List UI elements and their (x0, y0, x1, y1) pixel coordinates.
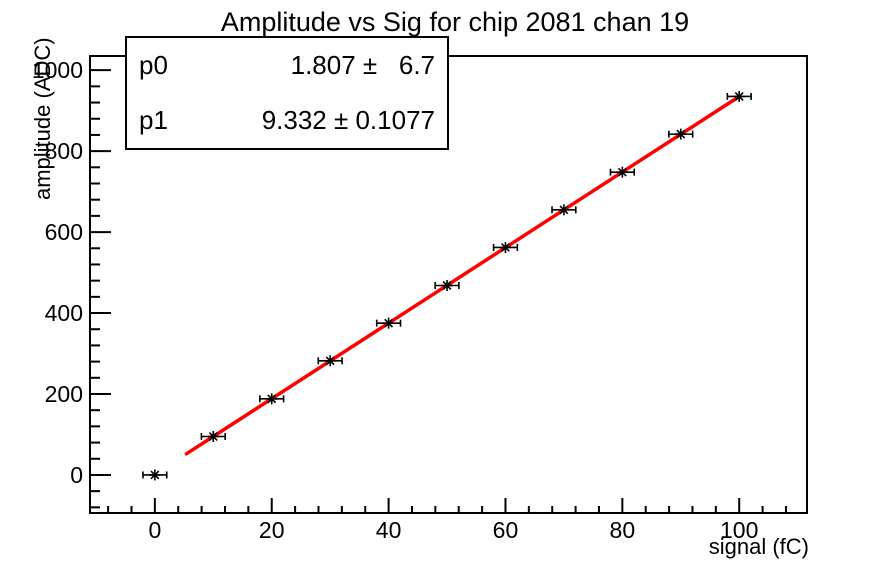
asterisk-diagonal-2 (325, 356, 335, 366)
x-tick-label: 20 (259, 517, 285, 543)
y-tick-label: 600 (45, 219, 83, 245)
stats-row-p1: p1 9.332 ± 0.1077 (127, 93, 447, 148)
asterisk-diagonal-2 (150, 470, 160, 480)
x-tick-label: 40 (376, 517, 402, 543)
data-point-marker (317, 355, 343, 367)
data-point-marker (142, 469, 168, 481)
asterisk-diagonal-2 (384, 318, 394, 328)
asterisk-diagonal-2 (676, 129, 686, 139)
stats-p1-value: 9.332 ± 0.1077 (261, 105, 435, 135)
asterisk-diagonal-2 (559, 205, 569, 215)
stats-row-p0: p0 1.807 ± 6.7 (127, 38, 447, 93)
data-points (142, 90, 752, 481)
asterisk-diagonal-2 (734, 92, 744, 101)
data-point-marker (668, 128, 694, 140)
asterisk-diagonal-2 (208, 432, 218, 441)
y-tick-label: 0 (70, 462, 83, 488)
asterisk-diagonal-2 (617, 167, 627, 177)
stats-p1-label: p1 (139, 105, 168, 135)
x-tick-label: 60 (493, 517, 519, 543)
chart-title: Amplitude vs Sig for chip 2081 chan 19 (221, 7, 689, 37)
fit-line (184, 94, 741, 456)
x-tick-label: 100 (720, 517, 758, 543)
axis-ticks (90, 69, 787, 513)
stats-p0-label: p0 (139, 50, 168, 80)
data-point-marker (551, 204, 577, 216)
stats-box: p0 1.807 ± 6.7 p1 9.332 ± 0.1077 (125, 36, 449, 150)
data-point-marker (726, 90, 752, 102)
data-point-marker (434, 280, 460, 292)
data-point-marker (375, 317, 402, 329)
y-tick-label: 800 (45, 138, 83, 164)
x-tick-label: 80 (610, 517, 636, 543)
asterisk-diagonal-2 (501, 242, 510, 252)
x-axis-title: signal (fC) (709, 534, 809, 559)
y-tick-label: 1000 (32, 57, 83, 83)
asterisk-diagonal-2 (267, 394, 277, 404)
y-tick-label: 400 (45, 300, 83, 326)
y-axis-title: amplitude (ADC) (30, 37, 55, 200)
data-point-marker (200, 430, 226, 442)
data-point-marker (492, 241, 519, 253)
stats-p0-value: 1.807 ± 6.7 (290, 50, 435, 80)
asterisk-diagonal-2 (442, 281, 452, 290)
x-tick-label: 0 (148, 517, 161, 543)
data-point-marker (609, 166, 636, 178)
data-point-marker (259, 393, 285, 405)
y-tick-label: 200 (45, 381, 83, 407)
